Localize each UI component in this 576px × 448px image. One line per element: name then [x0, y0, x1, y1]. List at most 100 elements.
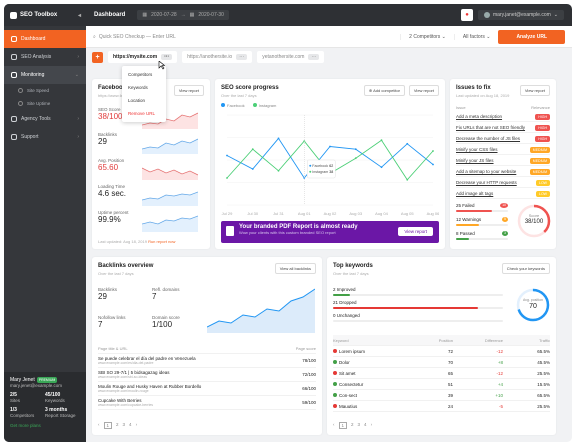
more-icon[interactable]: ··· — [161, 54, 173, 60]
analyze-url-button[interactable]: Analyze URL — [498, 29, 565, 44]
issue-row[interactable]: Decrease your HTTP requests LOW — [456, 178, 550, 188]
monitor-icon — [11, 72, 17, 78]
card-subtitle: Last updated on Aug 18, 2019 — [456, 93, 510, 98]
more-icon[interactable]: ··· — [308, 54, 320, 60]
sidebar-item-seo-analysis[interactable]: SEO Analysis › — [4, 48, 86, 66]
view-report-button[interactable]: View report — [519, 85, 550, 96]
metric-label: Uptime percent — [98, 210, 129, 215]
user-menu[interactable]: mary.janet@example.com ⌄ — [478, 10, 564, 20]
view-all-backlinks-button[interactable]: View all backlinks — [274, 263, 316, 274]
table-row[interactable]: Se puede celebrar el día del padre en Ve… — [98, 354, 316, 368]
data-point — [354, 157, 357, 160]
warning-bar — [456, 224, 508, 226]
more-icon[interactable]: ··· — [236, 54, 248, 60]
issue-link[interactable]: Add image alt tags — [456, 191, 494, 196]
issue-row[interactable]: Fix URLs that are not SEO friendly HIGH — [456, 123, 550, 133]
metric-seo-score: SEO Score 38/100 — [98, 107, 122, 121]
page-2[interactable]: 2 — [351, 422, 354, 427]
card-title: Top keywords — [333, 263, 373, 269]
run-report-link[interactable]: Run report now — [148, 239, 176, 244]
issue-row[interactable]: Add image alt tags LOW — [456, 189, 550, 199]
prev-page-icon[interactable]: ‹ — [98, 422, 100, 427]
view-report-button[interactable]: View report — [173, 85, 204, 96]
view-report-button[interactable]: View report — [408, 85, 439, 96]
col-header: Page score — [295, 345, 316, 351]
col-header: Traffic — [539, 337, 550, 343]
user-name: Mary Jenet — [10, 377, 35, 383]
check-keywords-button[interactable]: Check your keywords — [501, 263, 550, 274]
issue-row[interactable]: Decrease the number of JS files HIGH — [456, 134, 550, 144]
metric-uptime: Uptime percent 99.9% — [98, 210, 129, 224]
table-row[interactable]: Moulin Rouge and Husky Haven at Rubber B… — [98, 382, 316, 396]
page-1[interactable]: 1 — [338, 422, 348, 429]
table-row[interactable]: Lorem ipsum 72 -12 65.5% — [333, 346, 550, 357]
issue-link[interactable]: Decrease the number of JS files — [456, 136, 521, 141]
issue-row[interactable]: Add a sitemap to your website MEDIUM — [456, 167, 550, 177]
sidebar-subitem-site-uptime[interactable]: Site Uptime — [4, 97, 86, 110]
tooltip-value: 62 — [329, 164, 333, 168]
site-tab[interactable]: yetanothersite.com ··· — [257, 51, 325, 63]
url-input[interactable]: ⌕ Quick SEO Checkup — Enter URL — [93, 34, 400, 40]
next-page-icon[interactable]: › — [135, 422, 138, 427]
issue-link[interactable]: Fix URLs that are not SEO friendly — [456, 125, 526, 130]
table-row[interactable]: Con-sect 39 +10 65.5% — [333, 390, 550, 401]
issue-link[interactable]: Decrease your HTTP requests — [456, 180, 517, 185]
seo-score-chart[interactable]: Jul 29 Jul 30 Jul 31 Aug 01 Aug 02 Aug 03 Aug … — [221, 111, 439, 219]
passed-bar — [456, 238, 508, 240]
next-page-icon[interactable]: › — [370, 422, 373, 427]
sidebar-item-agency-tools[interactable]: Agency Tools › — [4, 110, 86, 128]
app-window: SEO Toolbox ◂ Dashboard SEO Analysis › Mon… — [4, 4, 572, 442]
issue-row[interactable]: Minify your JS files MEDIUM — [456, 156, 550, 166]
user-email: mary.janet@example.com — [493, 12, 551, 18]
traffic: 15.5% — [537, 381, 550, 387]
backlinks-pagination: ‹ 1 2 3 4 › — [98, 422, 137, 429]
table-row[interactable]: Dolor 70 +8 45.5% — [333, 357, 550, 368]
add-competitor-button[interactable]: ⊕ Add competitor — [363, 85, 405, 96]
sidebar-subitem-site-speed[interactable]: Site Speed — [4, 84, 86, 97]
competitors-dropdown[interactable]: 2 Competitors ⌄ — [400, 33, 454, 40]
sidebar-item-dashboard[interactable]: Dashboard — [4, 30, 86, 48]
issue-link[interactable]: Add a meta description — [456, 114, 503, 119]
page-1[interactable]: 1 — [103, 422, 113, 429]
issue-link[interactable]: Minify your CSS files — [456, 147, 498, 152]
menu-item-remove-url[interactable]: Remove URL — [128, 111, 156, 116]
metric-value: 65.60 — [98, 163, 119, 172]
data-point — [251, 168, 254, 170]
avg-position-label: Avg. position — [523, 298, 543, 302]
issue-link[interactable]: Minify your JS files — [456, 158, 494, 163]
table-row[interactable]: Mauutius 24 -5 25.5% — [333, 401, 550, 412]
menu-item-location[interactable]: Location — [128, 98, 146, 103]
issue-link[interactable]: Add a sitemap to your website — [456, 169, 517, 174]
table-row[interactable]: Cupcake With Berries www.example.com/cupc… — [98, 396, 316, 410]
site-tab[interactable]: https://mysite.com ··· — [108, 51, 178, 63]
sidebar-item-support[interactable]: Support › — [4, 128, 86, 146]
account-panel: Mary Jenet PREMIUM mary.jenet@example.com… — [4, 372, 86, 442]
page-4[interactable]: 4 — [129, 422, 132, 427]
table-row[interactable]: SBI SO 29-7/1 | 5 bidsagazag ideas www.ex… — [98, 368, 316, 382]
menu-item-competitors[interactable]: Competitors — [128, 72, 153, 77]
page-3[interactable]: 3 — [357, 422, 361, 427]
keyword: Mauutius — [339, 403, 358, 409]
prev-page-icon[interactable]: ‹ — [333, 422, 335, 427]
notification-bell-icon[interactable]: ● — [461, 9, 474, 21]
factors-dropdown[interactable]: All factors ⌄ — [453, 33, 499, 40]
banner-view-report-button[interactable]: View report — [398, 227, 433, 236]
data-point — [329, 145, 331, 148]
get-more-plans-link[interactable]: Get more plans — [10, 423, 41, 428]
add-site-button[interactable]: + — [92, 51, 103, 63]
issue-row[interactable]: Add a meta description HIGH — [456, 112, 550, 122]
collapse-icon[interactable]: ◂ — [77, 12, 81, 19]
date-range-picker[interactable]: ▦ 2020-07-28 → ▦ 2020-07-30 — [137, 10, 229, 20]
page-2[interactable]: 2 — [116, 422, 119, 427]
issue-row[interactable]: Minify your CSS files MEDIUM — [456, 145, 550, 155]
menu-item-keywords[interactable]: Keywords — [128, 85, 148, 90]
data-point — [277, 169, 280, 172]
page-3[interactable]: 3 — [122, 422, 126, 427]
sidebar-item-monitoring[interactable]: Monitoring ⌄ — [4, 66, 86, 84]
site-tab[interactable]: https://anothersite.io ··· — [182, 51, 253, 63]
x-tick-label: Jul 29 — [222, 211, 233, 216]
page-4[interactable]: 4 — [364, 422, 367, 427]
table-row[interactable]: Consectetur 51 +4 15.5% — [333, 379, 550, 390]
table-row[interactable]: Sit amet 65 -12 25.5% — [333, 368, 550, 379]
card-subtitle: https://www.facebook... — [98, 93, 140, 98]
